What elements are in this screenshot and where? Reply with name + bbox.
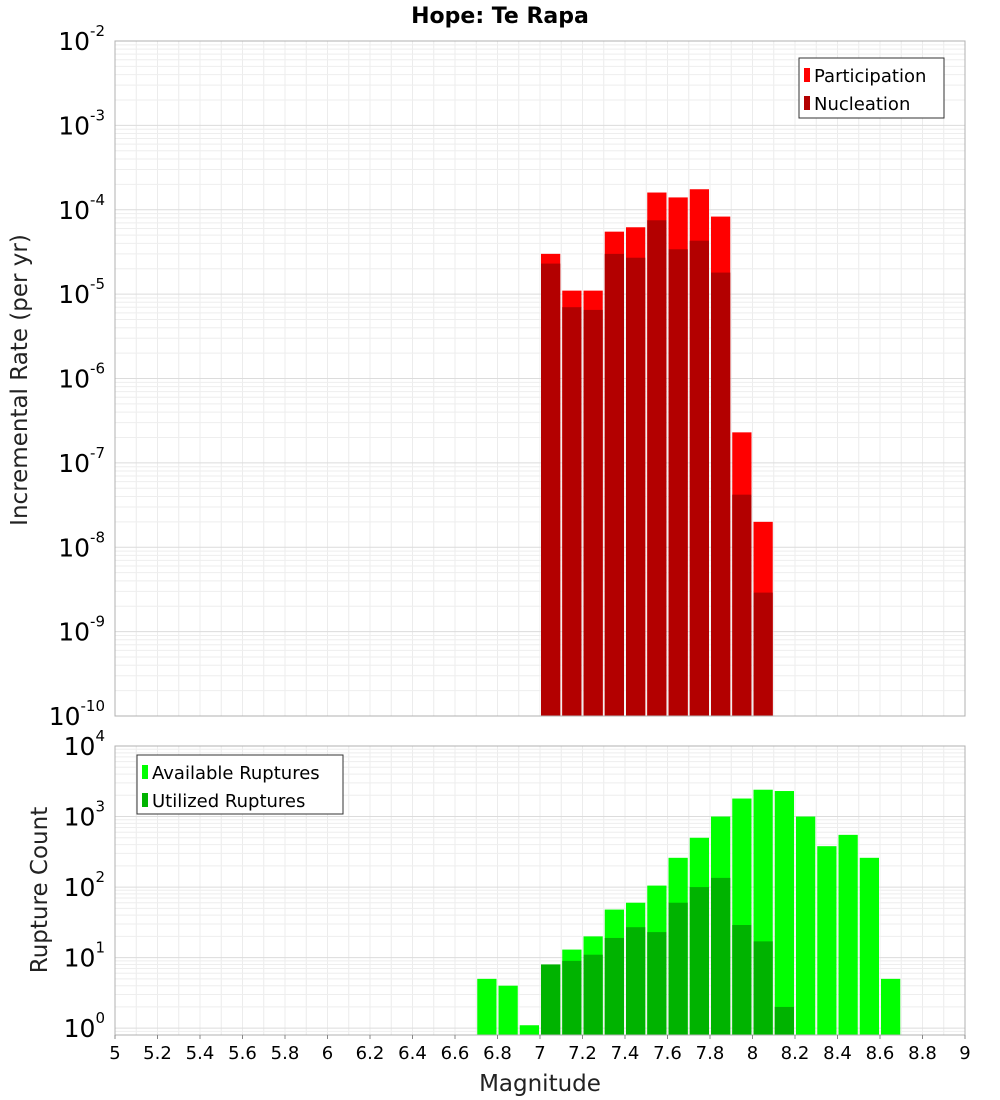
x-tick-label: 5.6 xyxy=(228,1043,257,1064)
bottom-legend-label: Available Ruptures xyxy=(152,763,320,784)
bottom-bar-utilized-ruptures xyxy=(753,941,773,1035)
top-legend-label: Nucleation xyxy=(814,94,910,115)
bottom-legend: Available Ruptures Utilized Ruptures xyxy=(136,754,344,815)
top-y-tick-label: 10-4 xyxy=(58,191,105,225)
x-tick-label: 8.4 xyxy=(823,1043,852,1064)
top-plot-frame xyxy=(114,40,966,717)
bottom-y-axis-label: Rupture Count xyxy=(27,807,53,973)
top-legend-swatch xyxy=(804,68,810,82)
x-axis-label: Magnitude xyxy=(479,1071,601,1097)
bottom-bar-available-ruptures xyxy=(817,846,837,1035)
top-legend-label: Participation xyxy=(814,66,926,87)
bottom-bar-utilized-ruptures xyxy=(732,925,752,1035)
x-tick-label: 8.8 xyxy=(908,1043,937,1064)
top-y-tick-label: 10-2 xyxy=(58,22,105,56)
bottom-legend-label: Utilized Ruptures xyxy=(152,791,305,812)
bottom-legend-box xyxy=(136,754,344,815)
bottom-bar-available-ruptures xyxy=(477,978,497,1035)
top-y-tick-label: 10-9 xyxy=(58,613,105,647)
bottom-y-tick-label: 103 xyxy=(64,798,105,832)
top-grid xyxy=(114,41,966,717)
bottom-bar-utilized-ruptures xyxy=(583,954,603,1035)
x-tick-label: 8.2 xyxy=(781,1043,810,1064)
bottom-bar-available-ruptures xyxy=(838,834,858,1035)
top-y-tick-label: 10-10 xyxy=(49,697,105,731)
bottom-series-utilized-ruptures xyxy=(541,877,794,1035)
bottom-bar-utilized-ruptures xyxy=(647,932,667,1035)
top-legend-swatch xyxy=(804,96,810,110)
bottom-bar-utilized-ruptures xyxy=(626,927,646,1035)
top-y-tick-label: 10-5 xyxy=(58,275,105,309)
top-y-tick-label: 10-3 xyxy=(58,106,105,140)
x-tick-label: 6.8 xyxy=(483,1043,512,1064)
x-tick-label: 9 xyxy=(959,1043,970,1064)
x-tick-label: 8 xyxy=(747,1043,758,1064)
bottom-bar-available-ruptures xyxy=(796,816,816,1035)
x-tick-label: 7 xyxy=(534,1043,545,1064)
bottom-bar-utilized-ruptures xyxy=(689,887,709,1035)
top-y-tick-label: 10-8 xyxy=(58,528,105,562)
bottom-bar-utilized-ruptures xyxy=(562,960,582,1035)
x-tick-label: 6 xyxy=(322,1043,333,1064)
bottom-y-tick-label: 104 xyxy=(64,727,105,761)
bottom-bar-utilized-ruptures xyxy=(604,937,624,1035)
top-series-nucleation xyxy=(541,220,773,717)
bottom-bar-available-ruptures xyxy=(774,791,794,1035)
top-bar-nucleation xyxy=(668,249,688,716)
x-tick-label: 6.6 xyxy=(441,1043,470,1064)
bottom-bar-utilized-ruptures xyxy=(668,902,688,1035)
bottom-legend-swatch xyxy=(142,793,148,807)
bottom-y-tick-label: 101 xyxy=(64,939,105,973)
top-y-axis-label: Incremental Rate (per yr) xyxy=(7,234,33,526)
x-tick-label: 6.4 xyxy=(398,1043,427,1064)
x-tick-label: 7.6 xyxy=(653,1043,682,1064)
top-legend: Participation Nucleation xyxy=(798,57,945,119)
top-legend-box xyxy=(798,57,945,119)
bottom-bar-available-ruptures xyxy=(498,985,518,1035)
top-bar-nucleation xyxy=(583,309,603,716)
chart-title: Hope: Te Rapa xyxy=(411,4,589,29)
bottom-bar-available-ruptures xyxy=(881,978,901,1035)
bottom-bar-utilized-ruptures xyxy=(541,964,561,1035)
x-tick-label: 5.2 xyxy=(143,1043,172,1064)
bottom-y-tick-label: 100 xyxy=(64,1009,105,1043)
top-bar-nucleation xyxy=(732,494,752,716)
x-tick-label: 7.2 xyxy=(568,1043,597,1064)
x-tick-label: 8.6 xyxy=(866,1043,895,1064)
x-tick-label: 7.4 xyxy=(611,1043,640,1064)
top-bar-nucleation xyxy=(711,272,731,716)
top-bar-nucleation xyxy=(753,592,773,716)
bottom-legend-swatch xyxy=(142,765,148,779)
top-bar-nucleation xyxy=(562,307,582,716)
x-tick-label: 5 xyxy=(109,1043,120,1064)
x-tick-label: 5.8 xyxy=(271,1043,300,1064)
bottom-bar-available-ruptures xyxy=(519,1025,539,1035)
top-bar-nucleation xyxy=(626,257,646,716)
x-tick-label: 7.8 xyxy=(696,1043,725,1064)
top-bar-nucleation xyxy=(689,240,709,717)
bottom-bar-utilized-ruptures xyxy=(774,1006,794,1035)
bottom-bar-utilized-ruptures xyxy=(711,877,731,1035)
x-tick-label: 5.4 xyxy=(186,1043,215,1064)
top-bar-nucleation xyxy=(647,220,667,717)
x-tick-label: 6.2 xyxy=(356,1043,385,1064)
bottom-y-tick-label: 102 xyxy=(64,868,105,902)
top-bar-nucleation xyxy=(604,253,624,716)
bottom-bar-available-ruptures xyxy=(859,857,879,1035)
top-y-tick-label: 10-6 xyxy=(58,360,105,394)
top-bar-nucleation xyxy=(541,263,561,716)
top-y-tick-label: 10-7 xyxy=(58,444,105,478)
